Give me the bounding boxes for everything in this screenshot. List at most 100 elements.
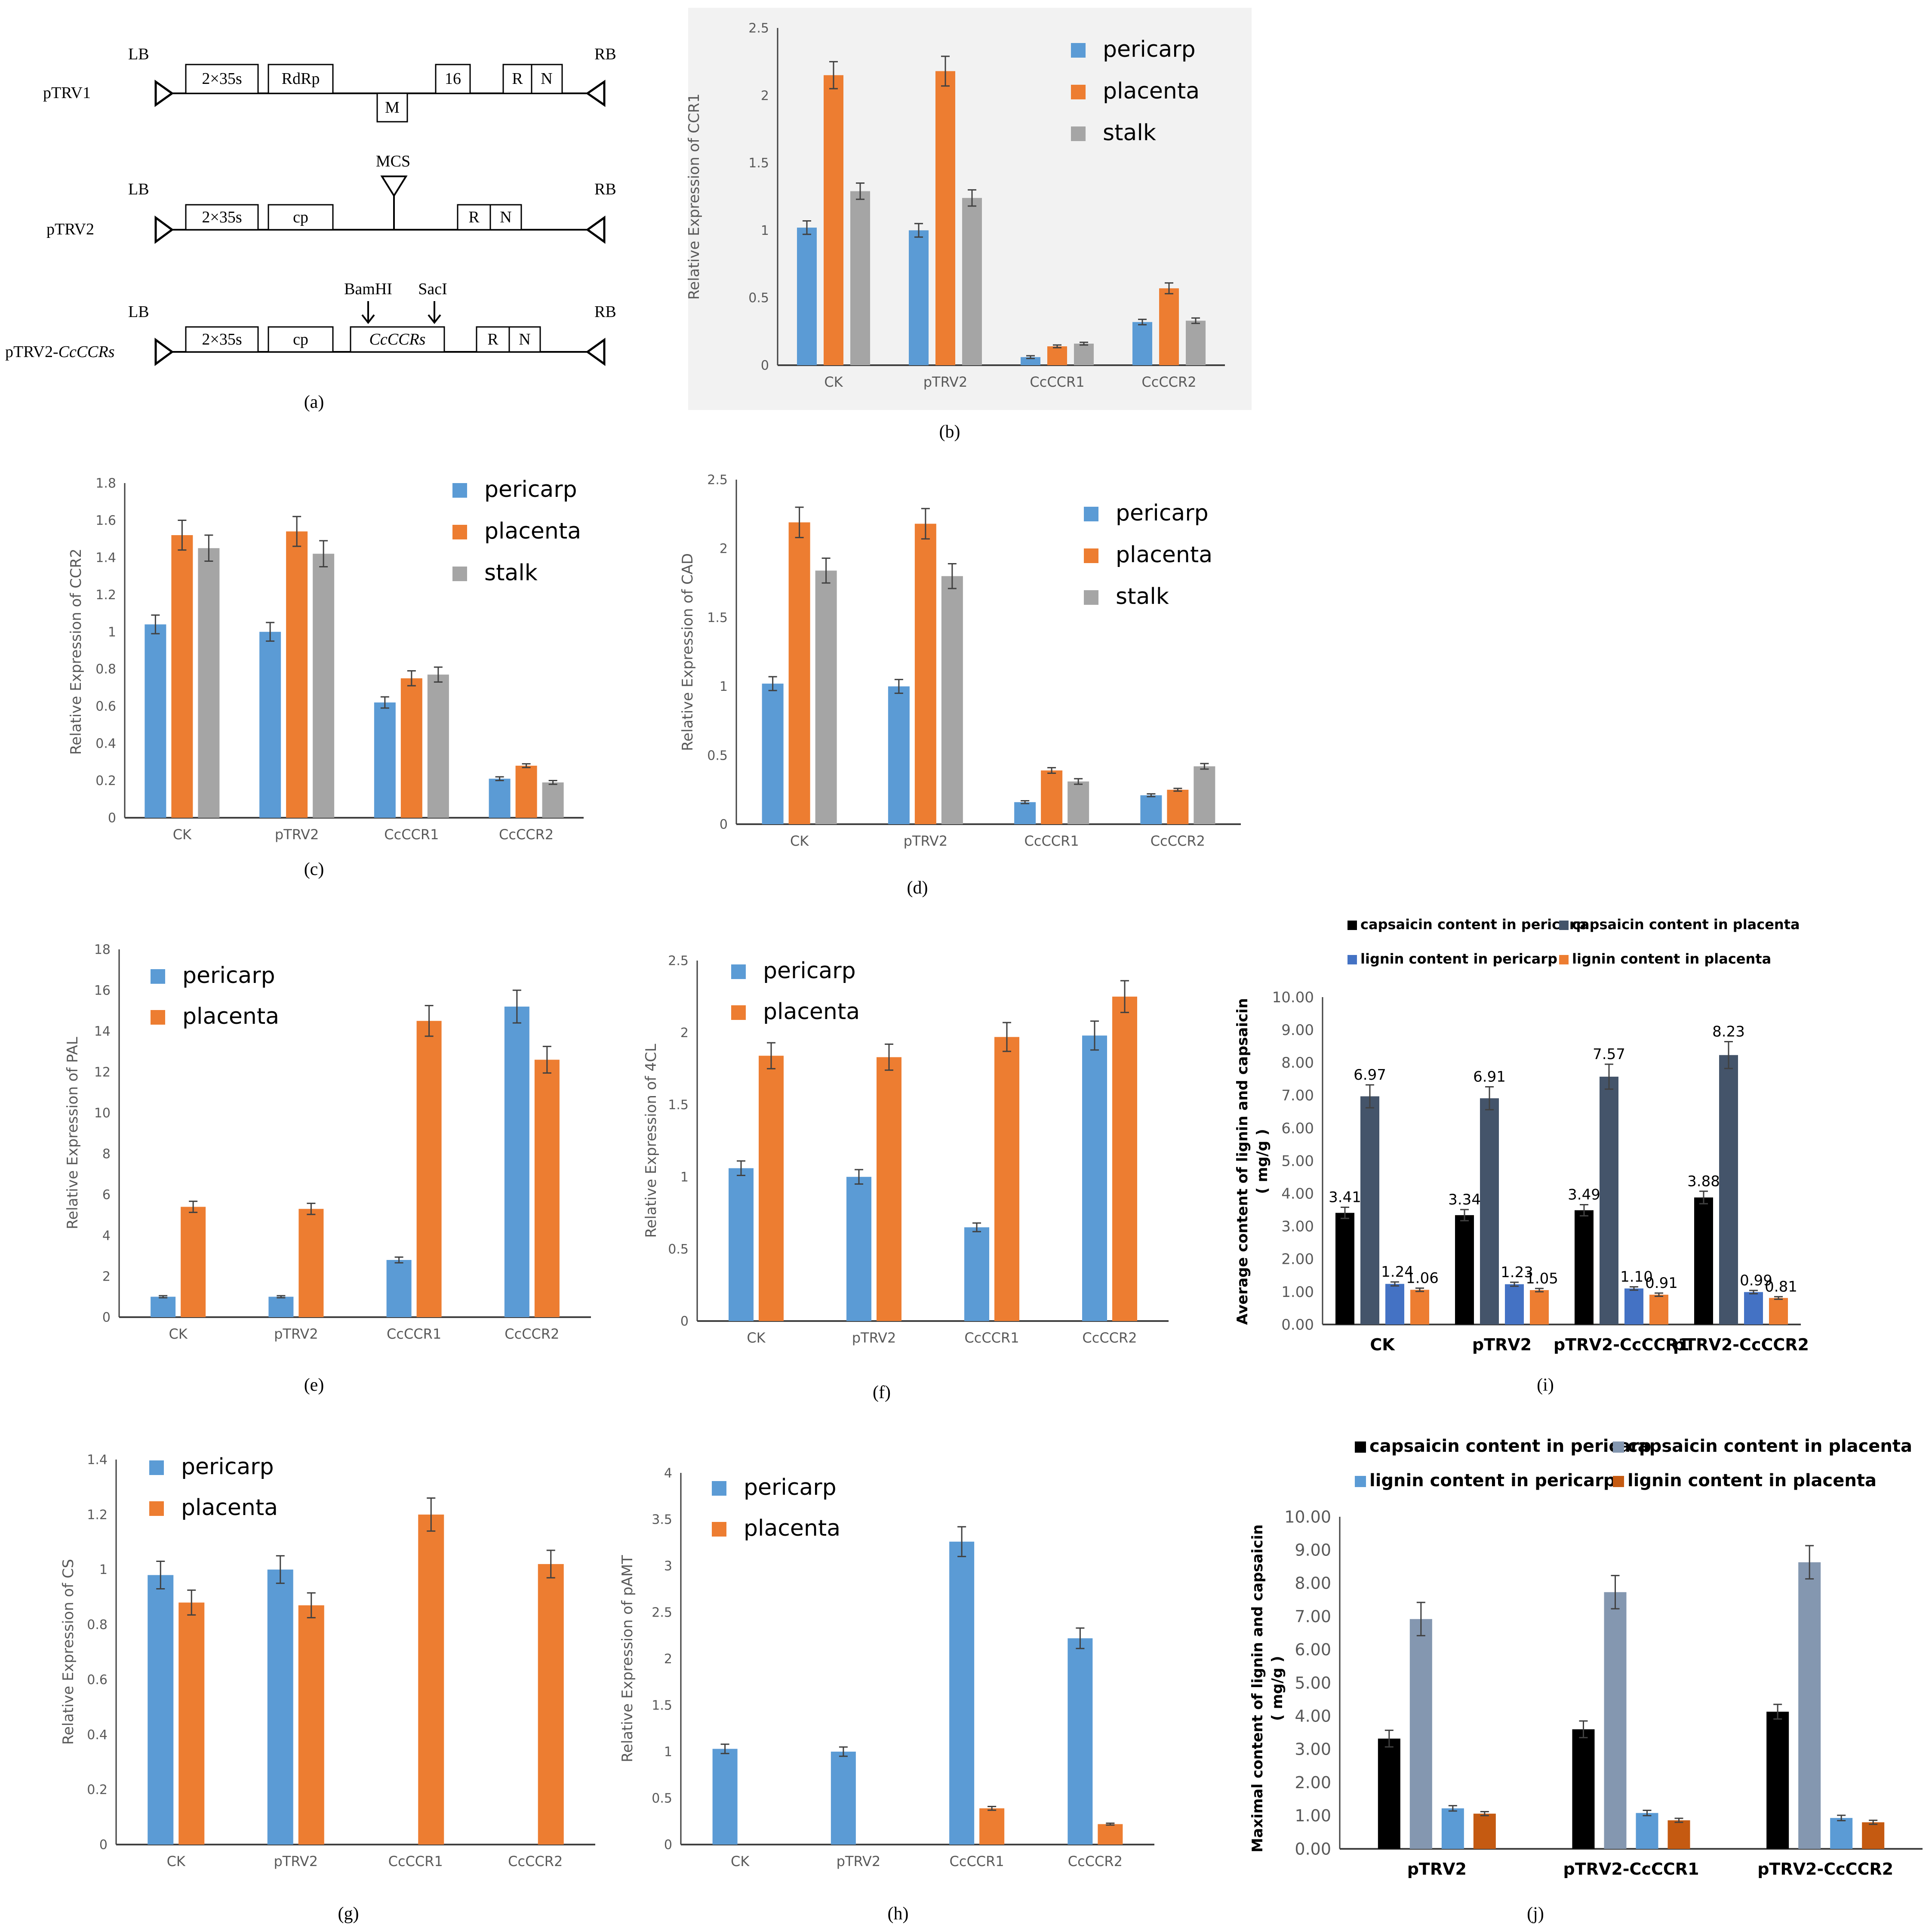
bar-placenta-ccccr1 (1041, 770, 1063, 824)
caption-c: (c) (304, 859, 324, 879)
error-bar-placenta-ccccr1 (427, 1497, 436, 1532)
bar-pericarp-ccccr1 (1014, 802, 1036, 824)
category-label-ptrv2: pTRV2 (923, 374, 968, 390)
y-tick-label: 9.00 (1281, 1022, 1314, 1039)
error-bar-pericarp-ptrv2 (839, 1746, 848, 1757)
legend-swatch-capsaicin-content-in-placenta (1559, 921, 1569, 930)
construct-name-prefix: pTRV2- (5, 343, 58, 361)
bar-placenta-ccccr2 (538, 1564, 564, 1845)
legend-swatch-placenta (149, 1501, 164, 1516)
data-label-capsaicin-content-in-placenta-ck: 6.97 (1354, 1066, 1386, 1084)
y-axis-title: Relative Expression of PAL (64, 1037, 81, 1229)
error-bar-pericarp-ccccr1 (972, 1222, 981, 1232)
bar-placenta-ccccr1 (416, 1021, 442, 1317)
y-tick-label: 7.00 (1281, 1087, 1314, 1104)
error-bar-stalk-ck (856, 182, 864, 200)
y-tick-label: 8.00 (1295, 1574, 1331, 1593)
y-tick-label: 6.00 (1295, 1640, 1331, 1659)
error-bar-stalk-ck (204, 534, 213, 562)
bar-placenta-ptrv2 (298, 1605, 324, 1845)
y-tick-label: 8.00 (1281, 1054, 1314, 1072)
error-bar-pericarp-ptrv2 (266, 622, 275, 642)
y-tick-label: 1.4 (95, 550, 116, 565)
bar-placenta-ccccr1 (994, 1037, 1019, 1321)
bar-stalk-ccccr1 (1068, 781, 1089, 824)
legend-label-placenta: placenta (484, 518, 581, 544)
y-tick-label: 0.5 (668, 1242, 689, 1257)
y-tick-label: 2.00 (1281, 1251, 1314, 1268)
bar-lignin-content-in-placenta-ptrv2-ccccr2 (1862, 1822, 1885, 1849)
y-axis-title: Maximal content of lignin and capsaicin (1249, 1525, 1266, 1853)
error-bar-placenta-ccccr1 (988, 1805, 997, 1811)
caption-e: (e) (304, 1375, 324, 1395)
error-bar-placenta-ccccr1 (407, 670, 416, 687)
legend-swatch-pericarp (731, 964, 746, 979)
y-tick-label: 1.00 (1295, 1806, 1331, 1825)
error-bar-pericarp-ccccr2 (1076, 1627, 1085, 1649)
category-label-ptrv2: pTRV2 (1472, 1335, 1532, 1354)
error-bar-pericarp-ccccr1 (957, 1526, 966, 1557)
category-label-ccccr2: CcCCR2 (1141, 374, 1196, 390)
bar-lignin-content-in-pericarp-ptrv2 (1505, 1284, 1524, 1324)
legend-swatch-pericarp (1071, 43, 1086, 58)
y-tick-label: 1.6 (95, 513, 116, 528)
bar-placenta-ccccr2 (1098, 1824, 1123, 1845)
error-bar-placenta-ccccr1 (1003, 1022, 1011, 1052)
y-tick-label: 0.00 (1295, 1839, 1331, 1858)
bar-capsaicin-content-in-pericarp-ptrv2 (1455, 1215, 1474, 1324)
legend-swatch-stalk (452, 567, 467, 581)
error-bar-placenta-ck (829, 61, 838, 89)
legend-swatch-pericarp (712, 1481, 726, 1496)
error-bar-pericarp-ck (156, 1561, 165, 1589)
legend-label-stalk: stalk (484, 560, 538, 586)
error-bar-pericarp-ck (803, 220, 811, 235)
bar-lignin-content-in-placenta-ptrv2-ccccr2 (1769, 1298, 1788, 1324)
error-bar-placenta-ck (795, 506, 804, 539)
error-bar-pericarp-ccccr1 (1021, 800, 1030, 804)
error-bar-stalk-ccccr1 (434, 666, 443, 683)
error-bar-lignin-content-in-placenta-ptrv2 (1480, 1811, 1489, 1817)
y-tick-label: 8 (102, 1147, 111, 1162)
category-label-ccccr1: CcCCR1 (950, 1853, 1004, 1869)
error-bar-placenta-ptrv2 (885, 1043, 893, 1071)
bar-stalk-ptrv2 (941, 576, 963, 824)
bar-pericarp-ck (712, 1749, 738, 1845)
caption-h: (h) (888, 1904, 909, 1924)
caption-j: (j) (1527, 1904, 1544, 1924)
error-bar-pericarp-ccccr1 (394, 1256, 403, 1264)
y-tick-label: 0.4 (95, 736, 116, 751)
y-tick-label: 0 (102, 1310, 111, 1325)
bar-placenta-ccccr1 (418, 1514, 444, 1845)
data-label-lignin-content-in-pericarp-ptrv2-ccccr1: 1.10 (1620, 1268, 1653, 1285)
error-bar-pericarp-ck (159, 1295, 168, 1299)
bamhi-arrow (361, 301, 375, 324)
n-box (531, 64, 563, 94)
y-tick-label: 1 (761, 223, 769, 238)
bar-pericarp-ccccr2 (504, 1007, 529, 1317)
data-label-lignin-content-in-pericarp-ptrv2: 1.23 (1501, 1264, 1533, 1281)
data-label-lignin-content-in-pericarp-ck: 1.24 (1381, 1263, 1414, 1281)
y-tick-label: 6.00 (1281, 1120, 1314, 1137)
error-bar-pericarp-ccccr2 (512, 989, 521, 1024)
error-bar-pericarp-ck (768, 676, 777, 691)
category-label-ck: CK (1370, 1335, 1395, 1354)
caption-f: (f) (873, 1383, 891, 1402)
category-label-ptrv2-ccccr1: pTRV2-CcCCR1 (1563, 1860, 1699, 1879)
n-box (508, 326, 541, 353)
error-bar-placenta-ccccr2 (1165, 282, 1173, 295)
y-tick-label: 0 (108, 811, 116, 826)
error-bar-pericarp-ccccr2 (1090, 1020, 1099, 1051)
category-label-ccccr2: CcCCR2 (508, 1853, 563, 1869)
legend-label-lignin-content-in-pericarp: lignin content in pericarp (1360, 951, 1557, 967)
chart-h: 0 0.5 1 1.5 2 2.5 3 3.5 4 Relative Expression of … (619, 1466, 1154, 1869)
error-bar-stalk-ptrv2 (319, 540, 328, 567)
bar-capsaicin-content-in-pericarp-ptrv2-ccccr2 (1766, 1712, 1789, 1849)
error-bar-pericarp-ccccr2 (1147, 793, 1156, 798)
n-label: N (519, 330, 530, 348)
y-tick-label: 4 (664, 1466, 672, 1481)
rb-triangle (585, 80, 606, 107)
promoter-label: 2×35s (202, 330, 242, 348)
16k-label: 16 (445, 70, 461, 88)
y-tick-label: 1 (664, 1745, 672, 1760)
insert-box (350, 326, 445, 353)
